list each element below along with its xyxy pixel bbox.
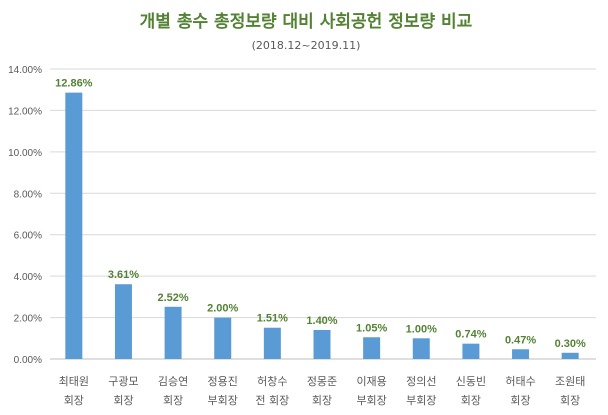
x-tick-label: 정의선 bbox=[406, 375, 436, 388]
x-tick-label: 허태수 bbox=[505, 375, 535, 388]
y-tick-label: 14.00% bbox=[8, 65, 42, 76]
x-tick-label: 김승연 bbox=[158, 375, 188, 388]
bar bbox=[263, 327, 281, 359]
bar bbox=[114, 284, 132, 359]
bar bbox=[313, 330, 331, 359]
data-label: 2.52% bbox=[157, 292, 188, 304]
data-label: 0.30% bbox=[555, 338, 586, 350]
bar bbox=[363, 337, 381, 359]
x-tick-label: 구광모 bbox=[108, 375, 138, 388]
x-tick-label: 부회장 bbox=[356, 394, 386, 407]
bar bbox=[512, 349, 530, 359]
bar bbox=[412, 338, 430, 359]
y-tick-label: 12.00% bbox=[8, 106, 42, 117]
x-tick-label: 신동빈 bbox=[456, 375, 486, 388]
y-tick-label: 6.00% bbox=[14, 231, 42, 242]
bar bbox=[164, 306, 182, 359]
x-tick-label: 회장 bbox=[113, 394, 133, 407]
data-label: 0.47% bbox=[505, 334, 536, 346]
data-label: 0.74% bbox=[455, 329, 486, 341]
x-tick-label: 부회장 bbox=[208, 394, 238, 407]
data-label: 12.86% bbox=[55, 78, 93, 90]
x-tick-label: 회장 bbox=[510, 394, 530, 407]
data-label: 3.61% bbox=[108, 269, 139, 281]
x-tick-label: 회장 bbox=[560, 394, 580, 407]
x-tick-label: 전 회장 bbox=[255, 394, 289, 407]
bar bbox=[214, 317, 232, 359]
y-tick-label: 8.00% bbox=[14, 189, 42, 200]
data-label: 1.40% bbox=[306, 315, 337, 327]
x-tick-label: 조원태 bbox=[555, 375, 585, 388]
data-label: 1.00% bbox=[406, 323, 437, 335]
chart-subtitle: (2018.12~2019.11) bbox=[252, 39, 361, 52]
y-tick-label: 4.00% bbox=[14, 272, 42, 283]
data-label: 1.51% bbox=[257, 313, 288, 325]
y-tick-label: 10.00% bbox=[8, 148, 42, 159]
bar bbox=[462, 343, 480, 359]
x-tick-label: 회장 bbox=[312, 394, 332, 407]
x-tick-label: 정몽준 bbox=[307, 375, 337, 388]
y-tick-label: 2.00% bbox=[14, 314, 42, 325]
data-label: 1.05% bbox=[356, 322, 387, 334]
x-tick-label: 이재용 bbox=[356, 375, 386, 388]
bar bbox=[561, 352, 579, 359]
x-tick-label: 회장 bbox=[163, 394, 183, 407]
x-tick-label: 허창수 bbox=[257, 375, 287, 388]
x-tick-label: 정용진 bbox=[208, 375, 238, 388]
y-tick-label: 0.00% bbox=[14, 355, 42, 366]
x-tick-label: 부회장 bbox=[406, 394, 436, 407]
x-tick-label: 회장 bbox=[64, 394, 84, 407]
x-tick-label: 최태원 bbox=[59, 375, 89, 388]
x-tick-label: 회장 bbox=[461, 394, 481, 407]
chart-title: 개별 총수 총정보량 대비 사회공헌 정보량 비교 bbox=[140, 12, 473, 32]
bar bbox=[65, 92, 83, 359]
data-label: 2.00% bbox=[207, 303, 238, 315]
